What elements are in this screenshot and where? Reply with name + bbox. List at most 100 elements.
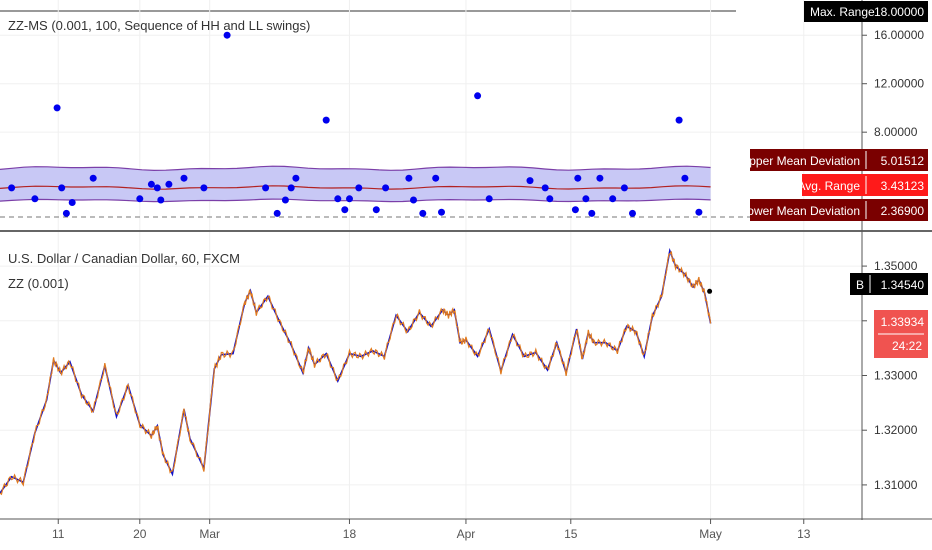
lower-mean-deviation-value: 2.36900 [881,204,925,218]
price-y-tick-4: 1.31000 [874,478,918,492]
price-y-tick-2: 1.33000 [874,369,918,383]
symbol-title: U.S. Dollar / Canadian Dollar, 60, FXCM [8,251,240,266]
current-symbol-tag[interactable]: B 1.34540 [850,273,928,295]
time-axis: 11 20 Mar 18 Apr 15 May 13 [52,519,811,541]
swing-dot-32 [474,92,482,100]
x-tick-May: May [699,527,722,541]
swing-dot-11 [165,180,173,188]
swing-dot-15 [262,184,270,192]
swing-dot-40 [588,209,596,217]
swing-dot-2 [53,104,61,112]
last-price-value: 1.33934 [881,315,925,329]
oscillator-y-axis: 16.00000 12.00000 8.00000 [862,28,924,139]
swing-dot-33 [485,195,493,203]
swing-dot-47 [695,208,703,216]
current-symbol-letter: B [856,278,864,292]
swing-dot-46 [681,174,689,182]
swing-dot-38 [574,174,582,182]
swing-dot-17 [281,196,289,204]
swing-dot-45 [675,116,683,124]
swing-dot-3 [58,184,66,192]
lower-tag-bg [750,199,928,221]
x-tick-Apr: Apr [457,527,476,541]
swing-dot-44 [629,209,636,217]
max-range-value: 18.00000 [874,5,924,19]
lower-mean-deviation-label: Lower Mean Deviation [741,204,860,218]
upper-mean-deviation-value: 5.01512 [881,154,925,168]
max-range-tag-bg [804,1,928,22]
swing-dot-0 [8,184,16,192]
swing-dot-25 [372,206,380,214]
oscillator-panel: ZZ-MS (0.001, 100, Sequence of HH and LL… [0,0,862,230]
swing-dot-9 [153,184,161,192]
price-panel: U.S. Dollar / Canadian Dollar, 60, FXCM … [0,232,862,519]
swing-dots [8,31,703,217]
upper-tag-bg [750,149,928,171]
swing-dot-21 [334,195,342,203]
price-y-tick-0: 1.35000 [874,259,918,273]
swing-dot-30 [432,174,440,182]
swing-dot-1 [31,195,39,203]
oscillator-title: ZZ-MS (0.001, 100, Sequence of HH and LL… [8,18,310,33]
swing-dot-41 [596,174,604,182]
lower-mean-deviation-tag: Lower Mean Deviation 2.36900 [741,199,928,221]
swing-dot-18 [287,184,295,192]
swing-dot-29 [419,209,427,217]
swing-dot-14 [223,31,231,39]
swing-dot-27 [405,174,413,182]
avg-range-value: 3.43123 [881,179,925,193]
upper-mean-deviation-line [0,165,711,172]
x-tick-18: 18 [343,527,357,541]
current-price-dot [707,288,713,294]
oscillator-y-tick-1: 12.00000 [874,77,924,91]
swing-dot-6 [89,174,97,182]
swing-dot-34 [526,177,534,185]
swing-dot-8 [147,180,155,188]
swing-dot-43 [620,184,628,192]
x-tick-15: 15 [564,527,578,541]
swing-dot-12 [180,174,188,182]
swing-dot-36 [546,195,554,203]
swing-dot-23 [346,195,353,203]
x-tick-11: 11 [52,527,65,541]
avg-range-tag: Avg. Range 3.43123 [798,174,928,196]
upper-mean-deviation-tag: Upper Mean Deviation 5.01512 [741,149,928,171]
swing-dot-13 [200,184,208,192]
x-tick-20: 20 [133,527,147,541]
x-tick-Mar: Mar [199,527,220,541]
upper-mean-deviation-label: Upper Mean Deviation [741,154,860,168]
price-y-tick-3: 1.32000 [874,423,918,437]
swing-dot-26 [382,184,390,192]
lower-mean-deviation-line [0,198,711,203]
mean-deviation-band [0,166,711,202]
swing-dot-31 [438,208,445,216]
swing-dot-7 [136,195,144,203]
oscillator-y-tick-2: 8.00000 [874,125,918,139]
swing-dot-5 [68,199,76,206]
swing-dot-39 [582,195,590,203]
swing-dot-20 [322,116,330,124]
x-tick-13: 13 [797,527,811,541]
swing-dot-10 [157,196,165,204]
swing-dot-37 [571,206,579,214]
avg-tag-bg [802,174,928,196]
max-range-tag: Max. Range 18.00000 [804,1,928,22]
swing-dot-22 [341,206,349,214]
price-line [0,251,712,496]
price-grid [0,232,862,519]
current-symbol-value: 1.34540 [881,278,925,292]
swing-dot-35 [541,184,549,192]
swing-dot-19 [292,174,300,182]
last-price-tag: 1.33934 24:22 [874,310,928,358]
swing-dot-28 [410,196,417,204]
indicator-label: ZZ (0.001) [8,276,69,291]
bar-countdown: 24:22 [892,339,922,353]
oscillator-y-tick-0: 16.00000 [874,28,924,42]
swing-dot-24 [355,184,363,192]
avg-range-label: Avg. Range [798,179,861,193]
swing-dot-16 [273,209,281,217]
oscillator-grid [0,0,862,230]
swing-dot-4 [62,209,70,217]
max-range-label: Max. Range [810,5,875,19]
